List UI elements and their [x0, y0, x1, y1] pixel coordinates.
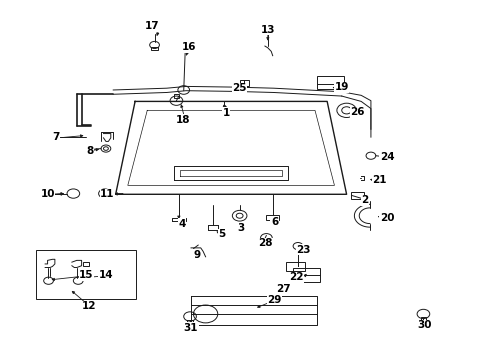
Text: 25: 25 — [232, 83, 246, 93]
Bar — [292, 267, 319, 282]
Text: 22: 22 — [289, 272, 303, 282]
Text: 29: 29 — [267, 295, 281, 305]
Text: 17: 17 — [144, 21, 159, 31]
Text: 31: 31 — [183, 323, 198, 333]
Text: 12: 12 — [81, 301, 96, 311]
Text: 11: 11 — [100, 189, 114, 199]
Text: 6: 6 — [270, 217, 278, 227]
Bar — [266, 215, 279, 220]
Text: 24: 24 — [379, 152, 393, 162]
Text: 1: 1 — [222, 108, 229, 118]
Text: 4: 4 — [178, 219, 185, 229]
Text: 7: 7 — [52, 132, 60, 142]
Text: 20: 20 — [379, 213, 393, 223]
Text: 14: 14 — [99, 270, 113, 280]
Text: 21: 21 — [372, 175, 386, 185]
Text: 3: 3 — [237, 223, 244, 233]
Text: 15: 15 — [79, 270, 94, 280]
Bar — [239, 80, 249, 86]
Text: 13: 13 — [260, 25, 275, 35]
Text: 9: 9 — [193, 250, 200, 260]
Bar — [36, 250, 136, 298]
Bar — [317, 76, 344, 89]
Text: 27: 27 — [276, 284, 290, 294]
Text: 19: 19 — [334, 82, 348, 92]
Bar — [83, 262, 89, 266]
Text: 23: 23 — [296, 245, 310, 255]
Text: 16: 16 — [181, 42, 195, 52]
Text: 30: 30 — [416, 320, 431, 330]
Bar — [420, 317, 426, 320]
Bar — [351, 192, 363, 199]
Text: 5: 5 — [218, 229, 225, 239]
Bar — [285, 262, 305, 271]
Text: 10: 10 — [40, 189, 55, 199]
Text: 18: 18 — [175, 115, 190, 125]
Bar — [174, 94, 179, 98]
Text: 2: 2 — [361, 195, 368, 205]
Text: 8: 8 — [86, 146, 93, 156]
Text: 26: 26 — [349, 107, 364, 117]
Bar — [151, 47, 158, 50]
Text: 28: 28 — [257, 238, 272, 248]
Bar — [187, 320, 193, 323]
